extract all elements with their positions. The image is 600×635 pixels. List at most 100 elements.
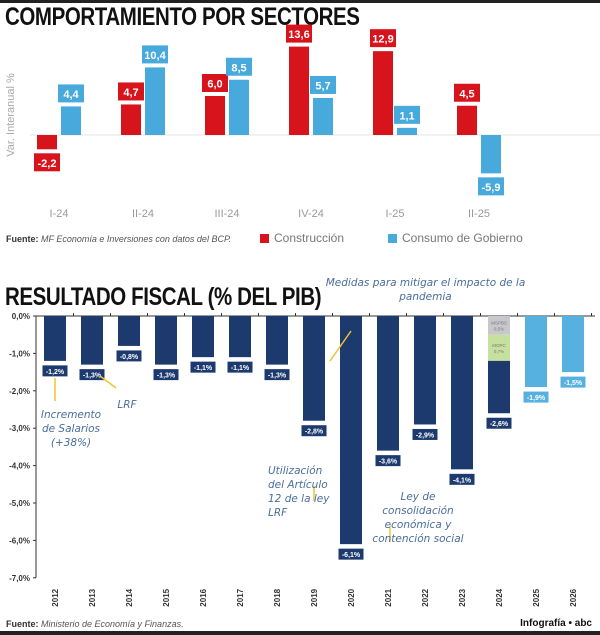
data-label: -0,8% bbox=[120, 354, 139, 361]
data-label-box bbox=[454, 83, 480, 102]
bar-2015 bbox=[155, 316, 177, 365]
bar-construccion bbox=[457, 105, 477, 135]
y-tick-label: -1,0% bbox=[9, 349, 30, 358]
data-label: -1,1% bbox=[194, 365, 213, 372]
annotation-lrf: LRF bbox=[117, 399, 137, 411]
segment-value: 0,5% bbox=[494, 326, 504, 331]
stacked-segment bbox=[488, 334, 510, 361]
x-tick-label: 2012 bbox=[51, 588, 60, 606]
x-tick-label: 2023 bbox=[458, 588, 467, 606]
y-tick-label: -2,0% bbox=[9, 387, 30, 396]
bar-construccion bbox=[205, 96, 225, 135]
data-label-box bbox=[34, 153, 60, 172]
data-label: -2,8% bbox=[305, 429, 324, 436]
chart2-title: RESULTADO FISCAL (% DEL PIB) bbox=[5, 283, 322, 311]
source-label: Fuente: bbox=[6, 619, 39, 629]
chart2-source: Fuente: Ministerio de Economía y Finanza… bbox=[6, 619, 184, 629]
y-tick-label: -6,0% bbox=[9, 536, 30, 545]
data-label-box bbox=[485, 416, 513, 430]
legend-swatch-red bbox=[260, 233, 269, 243]
bottom-rule bbox=[0, 631, 600, 635]
x-tick-label: I-25 bbox=[386, 208, 405, 220]
x-tick-label: 2016 bbox=[199, 588, 208, 606]
data-label-box bbox=[226, 360, 254, 374]
data-label: -1,3% bbox=[157, 373, 176, 380]
source-text: Ministerio de Economía y Finanzas. bbox=[41, 619, 184, 629]
bar-consumo bbox=[313, 97, 333, 135]
data-label: 12,9 bbox=[372, 34, 393, 46]
data-label-box bbox=[448, 472, 476, 486]
data-label-box bbox=[115, 349, 143, 363]
data-label: 6,0 bbox=[207, 79, 222, 91]
bar-2026 bbox=[562, 316, 584, 373]
data-label-box bbox=[202, 74, 228, 92]
data-label: -2,9% bbox=[416, 432, 435, 439]
data-label-box bbox=[374, 454, 402, 468]
x-tick-label: 2020 bbox=[347, 588, 356, 606]
data-label-box bbox=[370, 29, 396, 48]
bar-2012 bbox=[44, 316, 66, 361]
data-label: 5,7 bbox=[315, 80, 330, 92]
x-tick-label: 2015 bbox=[162, 588, 171, 606]
data-label: 13,6 bbox=[288, 29, 309, 41]
stacked-segment bbox=[488, 316, 510, 335]
data-label: 8,5 bbox=[231, 62, 246, 74]
x-tick-label: III-24 bbox=[214, 208, 239, 220]
y-tick-label: -4,0% bbox=[9, 462, 30, 471]
data-label-box bbox=[394, 105, 420, 124]
data-label: -3,6% bbox=[379, 459, 398, 466]
x-tick-label: 2017 bbox=[236, 588, 245, 606]
bar-consumo bbox=[397, 127, 417, 135]
bar-2018 bbox=[266, 316, 288, 365]
bar-2021 bbox=[377, 316, 399, 451]
data-label-box bbox=[310, 75, 336, 94]
x-tick-label: 2022 bbox=[421, 588, 430, 606]
data-label: -2,2 bbox=[38, 158, 57, 170]
data-label: 4,5 bbox=[459, 88, 474, 100]
data-label-box bbox=[189, 360, 217, 374]
data-label: -4,1% bbox=[453, 477, 472, 484]
bar-construccion bbox=[121, 104, 141, 135]
bar-consumo bbox=[145, 67, 165, 135]
x-tick-label: I-24 bbox=[50, 208, 69, 220]
data-label: -1,2% bbox=[46, 369, 65, 376]
bar-2022 bbox=[414, 316, 436, 425]
data-label: 4,7 bbox=[123, 87, 138, 99]
data-label: -1,9% bbox=[527, 395, 546, 402]
arrow-icon bbox=[99, 375, 117, 389]
data-label-box bbox=[118, 82, 144, 101]
sectors-chart: Var. Interanual % -2,2 4,4 I-24 4,7 10,4 II-24… bbox=[5, 24, 600, 220]
y-axis-label: Var. Interanual % bbox=[5, 73, 17, 157]
bar-construccion bbox=[373, 51, 393, 135]
segment-value: 0,7% bbox=[494, 349, 504, 354]
source-text: MF Economía e Inversiones con datos del … bbox=[41, 234, 232, 244]
data-label-box bbox=[78, 368, 106, 382]
data-label: -5,9 bbox=[482, 182, 501, 194]
data-label-box bbox=[559, 375, 587, 389]
annotation-salarios: Incremento de Salarios (+38%) bbox=[40, 409, 102, 449]
data-label-box bbox=[286, 24, 312, 43]
bar-2017 bbox=[229, 316, 251, 358]
bar-consumo bbox=[229, 79, 249, 135]
bar-2023 bbox=[451, 316, 473, 470]
data-label: 4,4 bbox=[63, 89, 79, 101]
bar-2020 bbox=[340, 316, 362, 545]
bar-consumo bbox=[481, 135, 501, 174]
x-tick-label: 2019 bbox=[310, 588, 319, 606]
data-label-box bbox=[226, 57, 252, 76]
data-label-box bbox=[41, 364, 69, 378]
chart1-source: Fuente: MF Economía e Inversiones con da… bbox=[6, 234, 231, 244]
data-label-box bbox=[522, 390, 550, 404]
data-label-box bbox=[142, 45, 168, 64]
y-tick-label: -7,0% bbox=[9, 574, 30, 583]
bar-construccion bbox=[37, 135, 57, 150]
annotation-articulo: Utilización del Artículo 12 de la ley LR… bbox=[268, 465, 330, 519]
data-label-box bbox=[411, 427, 439, 441]
fiscal-chart: 0,0% -1,0% -2,0% -3,0% -4,0% -5,0% -6,0% -7,0% -… bbox=[9, 312, 595, 607]
bar-2025 bbox=[525, 316, 547, 388]
x-tick-label: IV-24 bbox=[298, 208, 324, 220]
arrow-icon bbox=[329, 330, 352, 362]
data-label: -1,3% bbox=[83, 373, 102, 380]
segment-label: MSPBS bbox=[491, 320, 507, 325]
